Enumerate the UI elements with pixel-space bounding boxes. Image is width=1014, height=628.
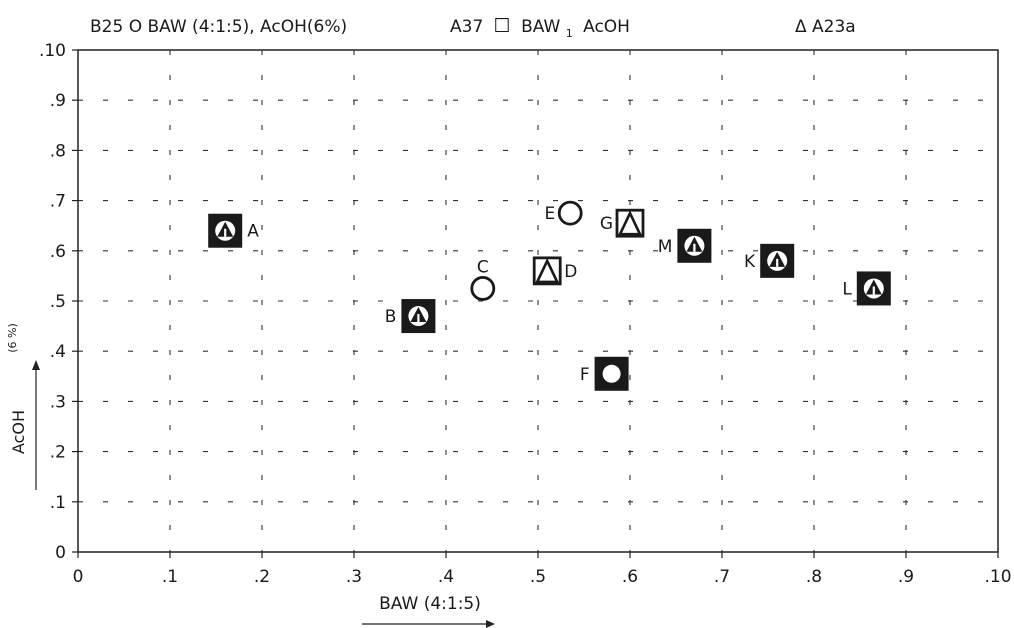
data-point: E (544, 200, 583, 226)
header-middle-suffix: AcOH (583, 17, 630, 37)
x-axis-title: BAW (4:1:5) (362, 594, 495, 628)
open-circle-marker (557, 200, 583, 226)
x-tick-label: .10 (984, 567, 1011, 587)
x-tick-label: .1 (162, 567, 178, 587)
data-point: M (658, 228, 712, 263)
y-axis-arrowhead (32, 360, 40, 370)
y-tick-label: .8 (50, 141, 66, 161)
x-tick-labels: 0 .1 .2 .3 .4 .5 .6 .7 .8 .9 .10 (73, 567, 1012, 587)
y-axis-title: AcOH (6 %) (6, 323, 40, 490)
ticks (72, 49, 999, 558)
open-circle-marker (470, 276, 496, 301)
data-point: B (385, 299, 436, 334)
y-tick-label: .1 (50, 493, 66, 513)
grid (78, 50, 998, 552)
y-tick-label: .4 (50, 342, 66, 362)
y-axis-note: (6 %) (6, 323, 19, 353)
header-right: Δ A23a (795, 17, 856, 37)
chart-header: B25 O BAW (4:1:5), AcOH(6%) A37 ☐ BAW 1 … (90, 15, 856, 42)
data-point: C (470, 257, 496, 301)
header-middle: A37 ☐ BAW 1 AcOH (450, 15, 630, 42)
x-tick-label: .4 (438, 567, 454, 587)
header-middle-sub: 1 (566, 27, 573, 40)
x-tick-label: .3 (346, 567, 362, 587)
header-middle-main: BAW (521, 17, 560, 37)
x-tick-label: .6 (622, 567, 638, 587)
y-tick-label: .5 (50, 292, 66, 312)
y-tick-label: .10 (39, 41, 66, 61)
data-point: D (532, 256, 577, 286)
point-label: F (580, 365, 590, 385)
point-label: C (477, 257, 489, 277)
point-label: L (842, 279, 852, 299)
y-tick-label: .2 (50, 443, 66, 463)
data-point: G (600, 208, 645, 238)
y-tick-label: .6 (50, 242, 66, 262)
y-tick-label: .3 (50, 392, 66, 412)
x-tick-label: .5 (530, 567, 546, 587)
y-tick-label: .7 (50, 192, 66, 212)
y-tick-label: .9 (50, 91, 66, 111)
x-tick-label: .9 (898, 567, 914, 587)
x-axis-label: BAW (4:1:5) (379, 594, 481, 614)
point-label: E (544, 204, 555, 224)
point-label: A (247, 222, 259, 242)
x-tick-label: .7 (714, 567, 730, 587)
data-point: A (208, 213, 259, 248)
marker-inner-circle (602, 364, 621, 383)
header-middle-box-glyph: ☐ (494, 15, 511, 37)
data-point: K (744, 243, 795, 278)
triangle-marker (535, 257, 560, 284)
point-label: K (744, 252, 756, 272)
x-tick-label: 0 (73, 567, 84, 587)
data-point: L (842, 271, 891, 306)
y-tick-label: 0 (55, 543, 66, 563)
y-tick-labels: 0 .1 .2 .3 .4 .5 .6 .7 .8 .9 .10 (39, 41, 66, 563)
header-middle-prefix: A37 (450, 17, 483, 37)
point-label: B (385, 307, 397, 327)
y-axis-label: AcOH (9, 410, 28, 454)
x-tick-label: .2 (254, 567, 270, 587)
data-points: A B C D E F G M K L (208, 200, 891, 391)
data-point: F (580, 356, 629, 391)
x-tick-label: .8 (806, 567, 822, 587)
point-label: G (600, 214, 613, 234)
triangle-marker (617, 210, 643, 236)
header-left: B25 O BAW (4:1:5), AcOH(6%) (90, 17, 347, 37)
point-label: D (564, 262, 577, 282)
point-label: M (658, 237, 673, 257)
x-axis-arrowhead (486, 620, 495, 628)
